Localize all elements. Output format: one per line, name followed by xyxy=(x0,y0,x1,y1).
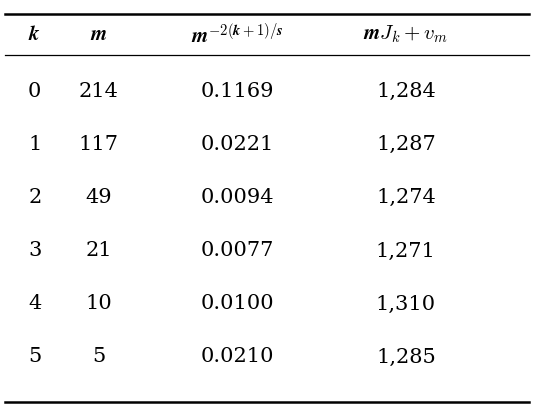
Text: 117: 117 xyxy=(79,135,119,154)
Text: 10: 10 xyxy=(85,295,112,313)
Text: 0.0094: 0.0094 xyxy=(201,188,274,207)
Text: 0: 0 xyxy=(28,82,42,101)
Text: 1,287: 1,287 xyxy=(376,135,436,154)
Text: $\boldsymbol{k}$: $\boldsymbol{k}$ xyxy=(28,25,41,44)
Text: $\boldsymbol{m}$: $\boldsymbol{m}$ xyxy=(90,25,107,44)
Text: 2: 2 xyxy=(28,188,41,207)
Text: 5: 5 xyxy=(92,348,105,366)
Text: 49: 49 xyxy=(85,188,112,207)
Text: $\boldsymbol{m}^{\boldsymbol{-2(k+1)/s}}$: $\boldsymbol{m}^{\boldsymbol{-2(k+1)/s}}… xyxy=(191,22,284,47)
Text: 1,284: 1,284 xyxy=(376,82,436,101)
Text: 21: 21 xyxy=(85,242,112,260)
Text: 0.0210: 0.0210 xyxy=(201,348,274,366)
Text: 1,274: 1,274 xyxy=(376,188,436,207)
Text: 0.0221: 0.0221 xyxy=(201,135,274,154)
Text: 3: 3 xyxy=(28,242,42,260)
Text: 1,285: 1,285 xyxy=(376,348,436,366)
Text: 1,310: 1,310 xyxy=(376,295,436,313)
Text: 0.0100: 0.0100 xyxy=(201,295,274,313)
Text: 214: 214 xyxy=(79,82,119,101)
Text: 1,271: 1,271 xyxy=(376,242,436,260)
Text: 1: 1 xyxy=(28,135,42,154)
Text: 5: 5 xyxy=(28,348,41,366)
Text: 0.1169: 0.1169 xyxy=(201,82,274,101)
Text: $\boldsymbol{mJ_k + v_m}$: $\boldsymbol{mJ_k + v_m}$ xyxy=(363,24,449,45)
Text: 0.0077: 0.0077 xyxy=(201,242,274,260)
Text: 4: 4 xyxy=(28,295,41,313)
